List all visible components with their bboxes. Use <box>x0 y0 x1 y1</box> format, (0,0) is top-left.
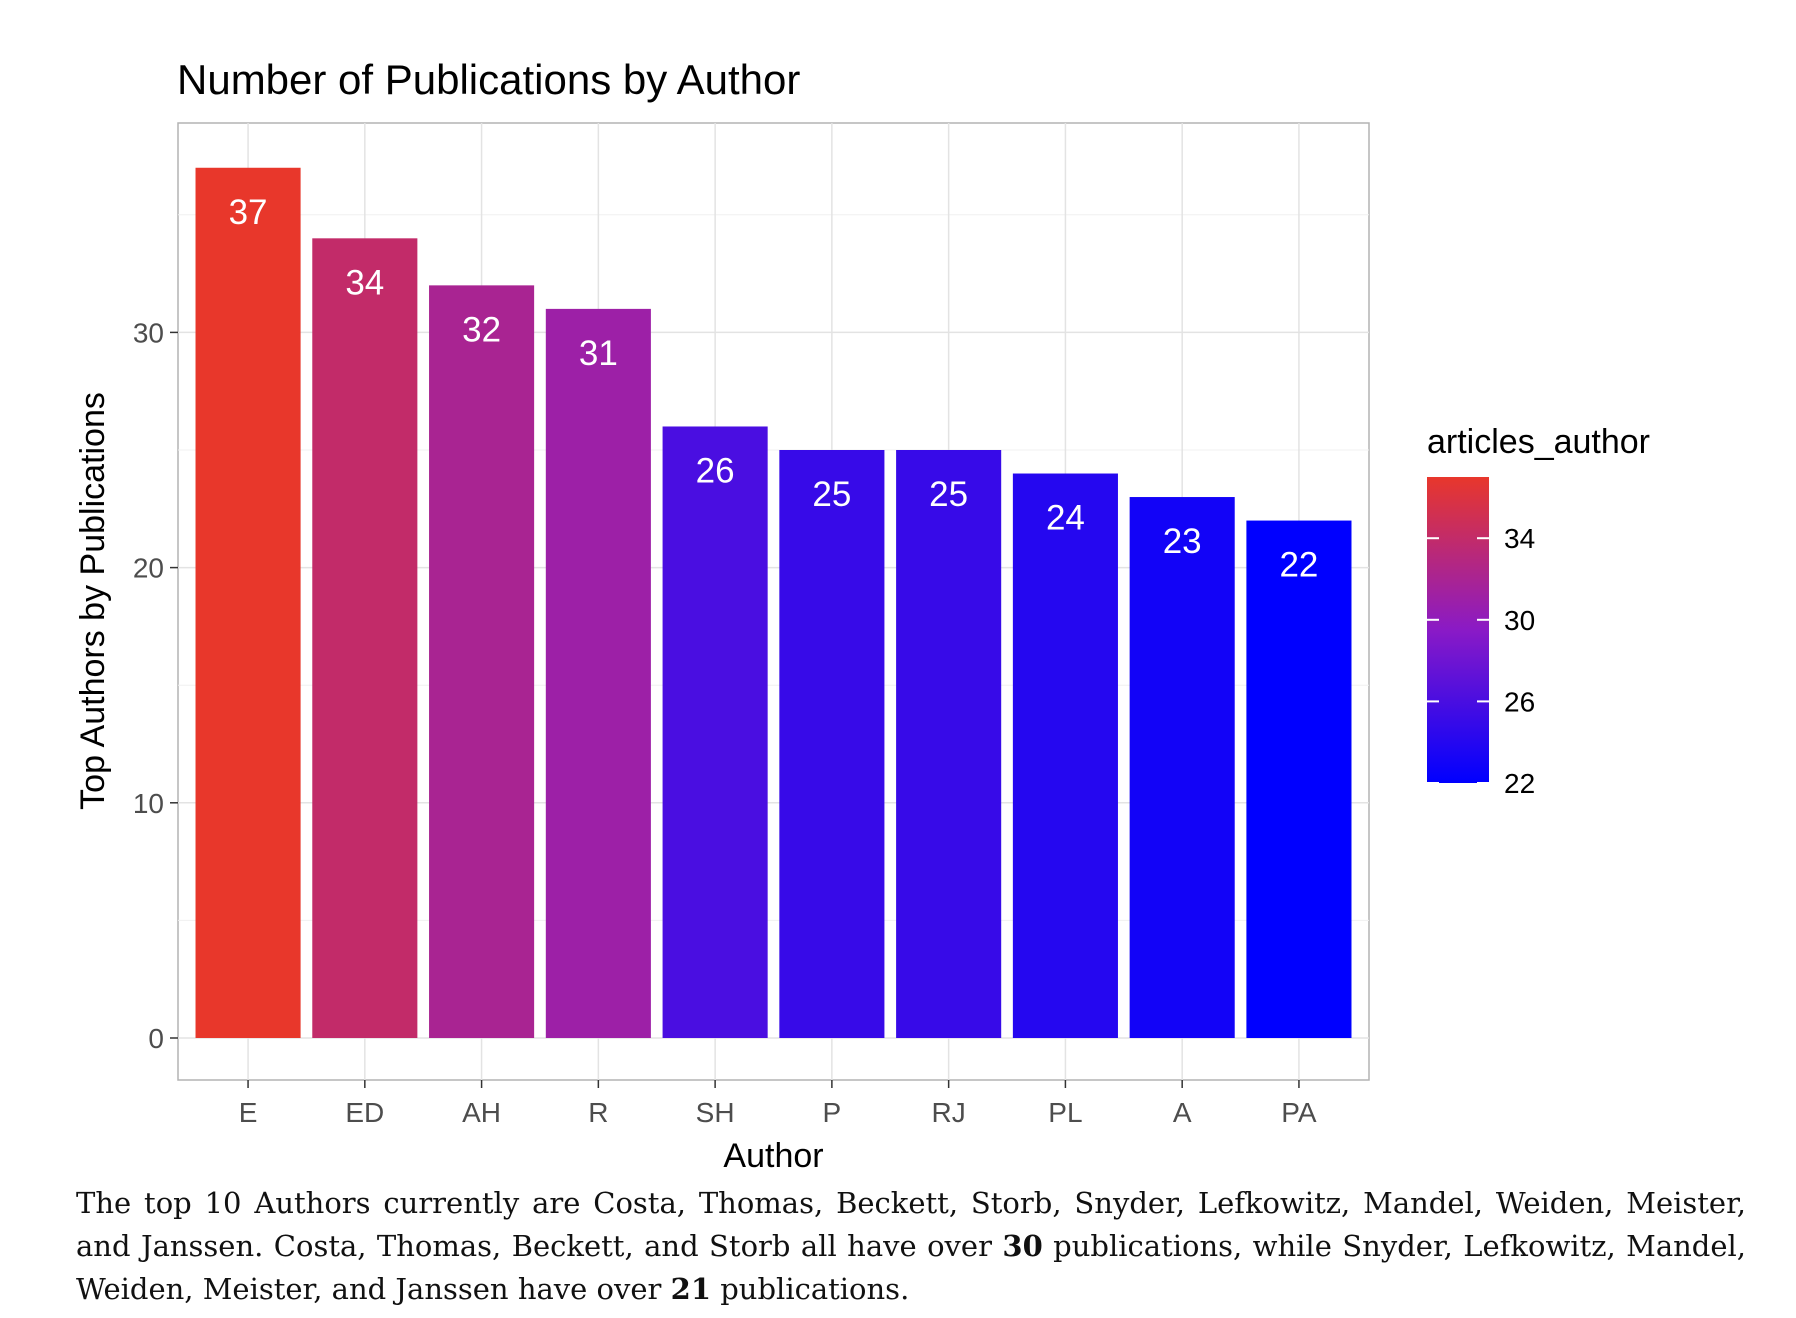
bar-R <box>545 308 651 1038</box>
bar-PA <box>1246 520 1352 1038</box>
bar-label-P: 25 <box>812 475 851 514</box>
bar-ED <box>312 238 418 1038</box>
legend-tick-label: 34 <box>1504 523 1535 554</box>
bar-label-RJ: 25 <box>929 475 968 514</box>
bar-label-ED: 34 <box>345 263 384 302</box>
y-tick-label: 30 <box>133 317 164 348</box>
bar-label-PL: 24 <box>1046 499 1085 538</box>
bar-PL <box>1012 473 1118 1038</box>
legend-tick-label: 30 <box>1504 605 1535 636</box>
y-tick-label: 10 <box>133 788 164 819</box>
color-legend: articles_author 34 30 26 22 <box>1427 423 1650 799</box>
bar-label-AH: 32 <box>462 310 501 349</box>
bar-label-E: 37 <box>229 193 268 232</box>
x-tick-label-R: R <box>588 1097 608 1128</box>
bar-chart: Number of Publications by Author 3734323… <box>74 56 1650 1170</box>
bar-label-A: 23 <box>1163 522 1202 561</box>
x-tick-label-PA: PA <box>1281 1097 1317 1128</box>
x-tick-label-PL: PL <box>1048 1097 1082 1128</box>
bar-AH <box>429 285 535 1038</box>
x-tick-label-AH: AH <box>462 1097 501 1128</box>
x-tick-label-SH: SH <box>696 1097 735 1128</box>
caption-text: The top 10 Authors currently are Costa, … <box>76 1182 1746 1311</box>
bar-E <box>195 167 301 1038</box>
y-tick-label: 20 <box>133 553 164 584</box>
bar-label-R: 31 <box>579 334 618 373</box>
legend-tick-label: 26 <box>1504 686 1535 717</box>
x-axis: E ED AH R SH P RJ PL A PA <box>239 1080 1317 1128</box>
x-tick-label-E: E <box>239 1097 258 1128</box>
legend-ticks: 34 30 26 22 <box>1427 523 1535 799</box>
bar-label-SH: 26 <box>696 451 735 490</box>
y-axis-title: Top Authors by Publications <box>74 392 112 810</box>
bar-A <box>1129 497 1235 1038</box>
x-axis-title: Author <box>723 1137 823 1170</box>
caption-bold-21: 21 <box>670 1272 712 1306</box>
bar-RJ <box>896 450 1002 1038</box>
chart-title: Number of Publications by Author <box>177 56 800 103</box>
caption-part-1: The top 10 Authors currently are Costa, … <box>76 1186 1746 1263</box>
caption-bold-30: 30 <box>1002 1229 1043 1263</box>
bar-labels: 37 34 32 31 26 25 25 24 23 22 <box>229 193 1319 585</box>
x-tick-label-A: A <box>1173 1097 1192 1128</box>
colorbar <box>1427 477 1489 783</box>
bar-label-PA: 22 <box>1279 546 1318 585</box>
bar-P <box>779 450 885 1038</box>
bars <box>195 167 1352 1039</box>
bar-SH <box>662 426 768 1039</box>
legend-title: articles_author <box>1427 423 1650 461</box>
y-axis: 0 10 20 30 <box>133 317 178 1054</box>
caption-part-3: publications. <box>711 1272 910 1306</box>
caption-part-2: publications, while Snyder, Lefkowitz, M… <box>76 1229 1746 1306</box>
x-tick-label-RJ: RJ <box>932 1097 966 1128</box>
x-tick-label-ED: ED <box>345 1097 384 1128</box>
legend-tick-label: 22 <box>1504 768 1535 799</box>
x-tick-label-P: P <box>823 1097 842 1128</box>
y-tick-label: 0 <box>148 1023 164 1054</box>
